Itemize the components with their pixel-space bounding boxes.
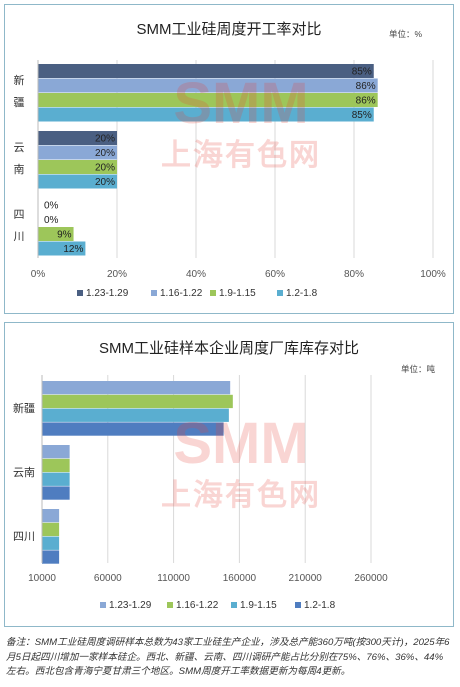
bar	[42, 422, 224, 436]
category-label-2-0: 四	[14, 209, 25, 221]
category-label: 四川	[13, 531, 35, 543]
bar	[42, 522, 60, 537]
watermark-logo: SMM	[173, 411, 308, 476]
x-tick-label: 10000	[28, 573, 56, 584]
legend-swatch	[100, 602, 106, 608]
bar	[38, 131, 117, 145]
legend-label: 1.23-1.29	[109, 600, 152, 611]
legend-swatch	[210, 290, 216, 296]
unit-label: 单位：%	[389, 29, 423, 39]
x-tick-label: 20%	[107, 269, 127, 280]
data-label: 0%	[44, 215, 59, 226]
unit-label: 单位：吨	[401, 364, 436, 374]
x-tick-label: 80%	[344, 269, 364, 280]
category-label-1-1: 南	[14, 163, 25, 176]
bar	[42, 445, 70, 459]
bar	[38, 174, 117, 189]
data-label: 85%	[352, 110, 372, 121]
bar	[42, 394, 233, 409]
data-label: 20%	[95, 177, 115, 188]
inventory-chart-panel: SMM工业硅样本企业周度厂库库存对比单位：吨 10000 60000 110000 16…	[4, 322, 454, 627]
bar	[38, 145, 117, 160]
bar	[42, 486, 70, 500]
legend-label: 1.16-1.22	[176, 600, 219, 611]
x-tick-label: 160000	[223, 573, 257, 584]
data-label: 85%	[352, 67, 372, 78]
x-tick-label: 60%	[265, 269, 285, 280]
legend-swatch	[295, 602, 301, 608]
data-label: 20%	[95, 134, 115, 145]
legend-label: 1.16-1.22	[160, 288, 203, 299]
bar	[38, 93, 378, 107]
operating-rate-chart: SMM工业硅周度开工率对比 单位：% 0% 20% 40% 60% 80% 100% 新疆 85%…	[14, 21, 446, 299]
x-tick-label: 0%	[31, 269, 46, 280]
bar	[42, 458, 70, 473]
bar	[42, 381, 231, 395]
x-tick-label: 100%	[420, 269, 446, 280]
legend-label: 1.2-1.8	[304, 600, 336, 611]
chart-title: SMM工业硅周度开工率对比	[137, 21, 322, 38]
category-label: 新疆	[13, 401, 35, 415]
data-label: 0%	[44, 201, 59, 212]
bar	[38, 78, 378, 93]
data-label: 20%	[95, 148, 115, 159]
chart-title: SMM工业硅样本企业周度厂库库存对比	[99, 339, 359, 357]
data-label: 86%	[356, 81, 376, 92]
category-label-2-1: 川	[14, 231, 25, 243]
bar	[38, 64, 374, 78]
legend-swatch	[277, 290, 283, 296]
legend-swatch	[151, 290, 157, 296]
watermark-logo: SMM	[173, 71, 308, 136]
legend-swatch	[167, 602, 173, 608]
x-tick-label: 40%	[186, 269, 206, 280]
watermark-text: 上海有色网	[161, 138, 321, 173]
data-label: 20%	[95, 163, 115, 174]
bar	[42, 536, 60, 550]
bar	[42, 408, 229, 422]
bar	[42, 509, 60, 523]
legend-swatch	[231, 602, 237, 608]
legend-label: 1.9-1.15	[240, 600, 277, 611]
operating-rate-chart-panel: SMM工业硅周度开工率对比 单位：% 0% 20% 40% 60% 80% 100% 新疆 85%…	[4, 4, 454, 314]
footnote: 备注：SMM工业硅周度调研样本总数为43家工业硅生产企业，涉及总产能360万吨(…	[6, 637, 450, 677]
category-label-0-1: 疆	[14, 96, 25, 109]
bar	[42, 550, 60, 564]
category-label-0-0: 新	[14, 73, 25, 87]
bar	[38, 241, 86, 256]
legend-label: 1.23-1.29	[86, 288, 129, 299]
x-tick-label: 60000	[94, 573, 122, 584]
bar	[38, 107, 374, 122]
bar	[38, 227, 74, 241]
legend-label: 1.2-1.8	[286, 288, 318, 299]
x-tick-label: 110000	[157, 573, 190, 584]
x-tick-label: 260000	[354, 573, 388, 584]
legend-label: 1.9-1.15	[219, 288, 256, 299]
x-tick-label: 210000	[289, 573, 323, 584]
legend-swatch	[77, 290, 83, 296]
category-label-1-0: 云	[14, 142, 25, 154]
data-label: 9%	[57, 230, 72, 241]
data-label: 12%	[63, 244, 83, 255]
watermark-text: 上海有色网	[161, 478, 321, 513]
bar	[42, 472, 70, 486]
category-label: 云南	[13, 466, 35, 479]
bar	[38, 160, 117, 174]
data-label: 86%	[356, 96, 376, 107]
